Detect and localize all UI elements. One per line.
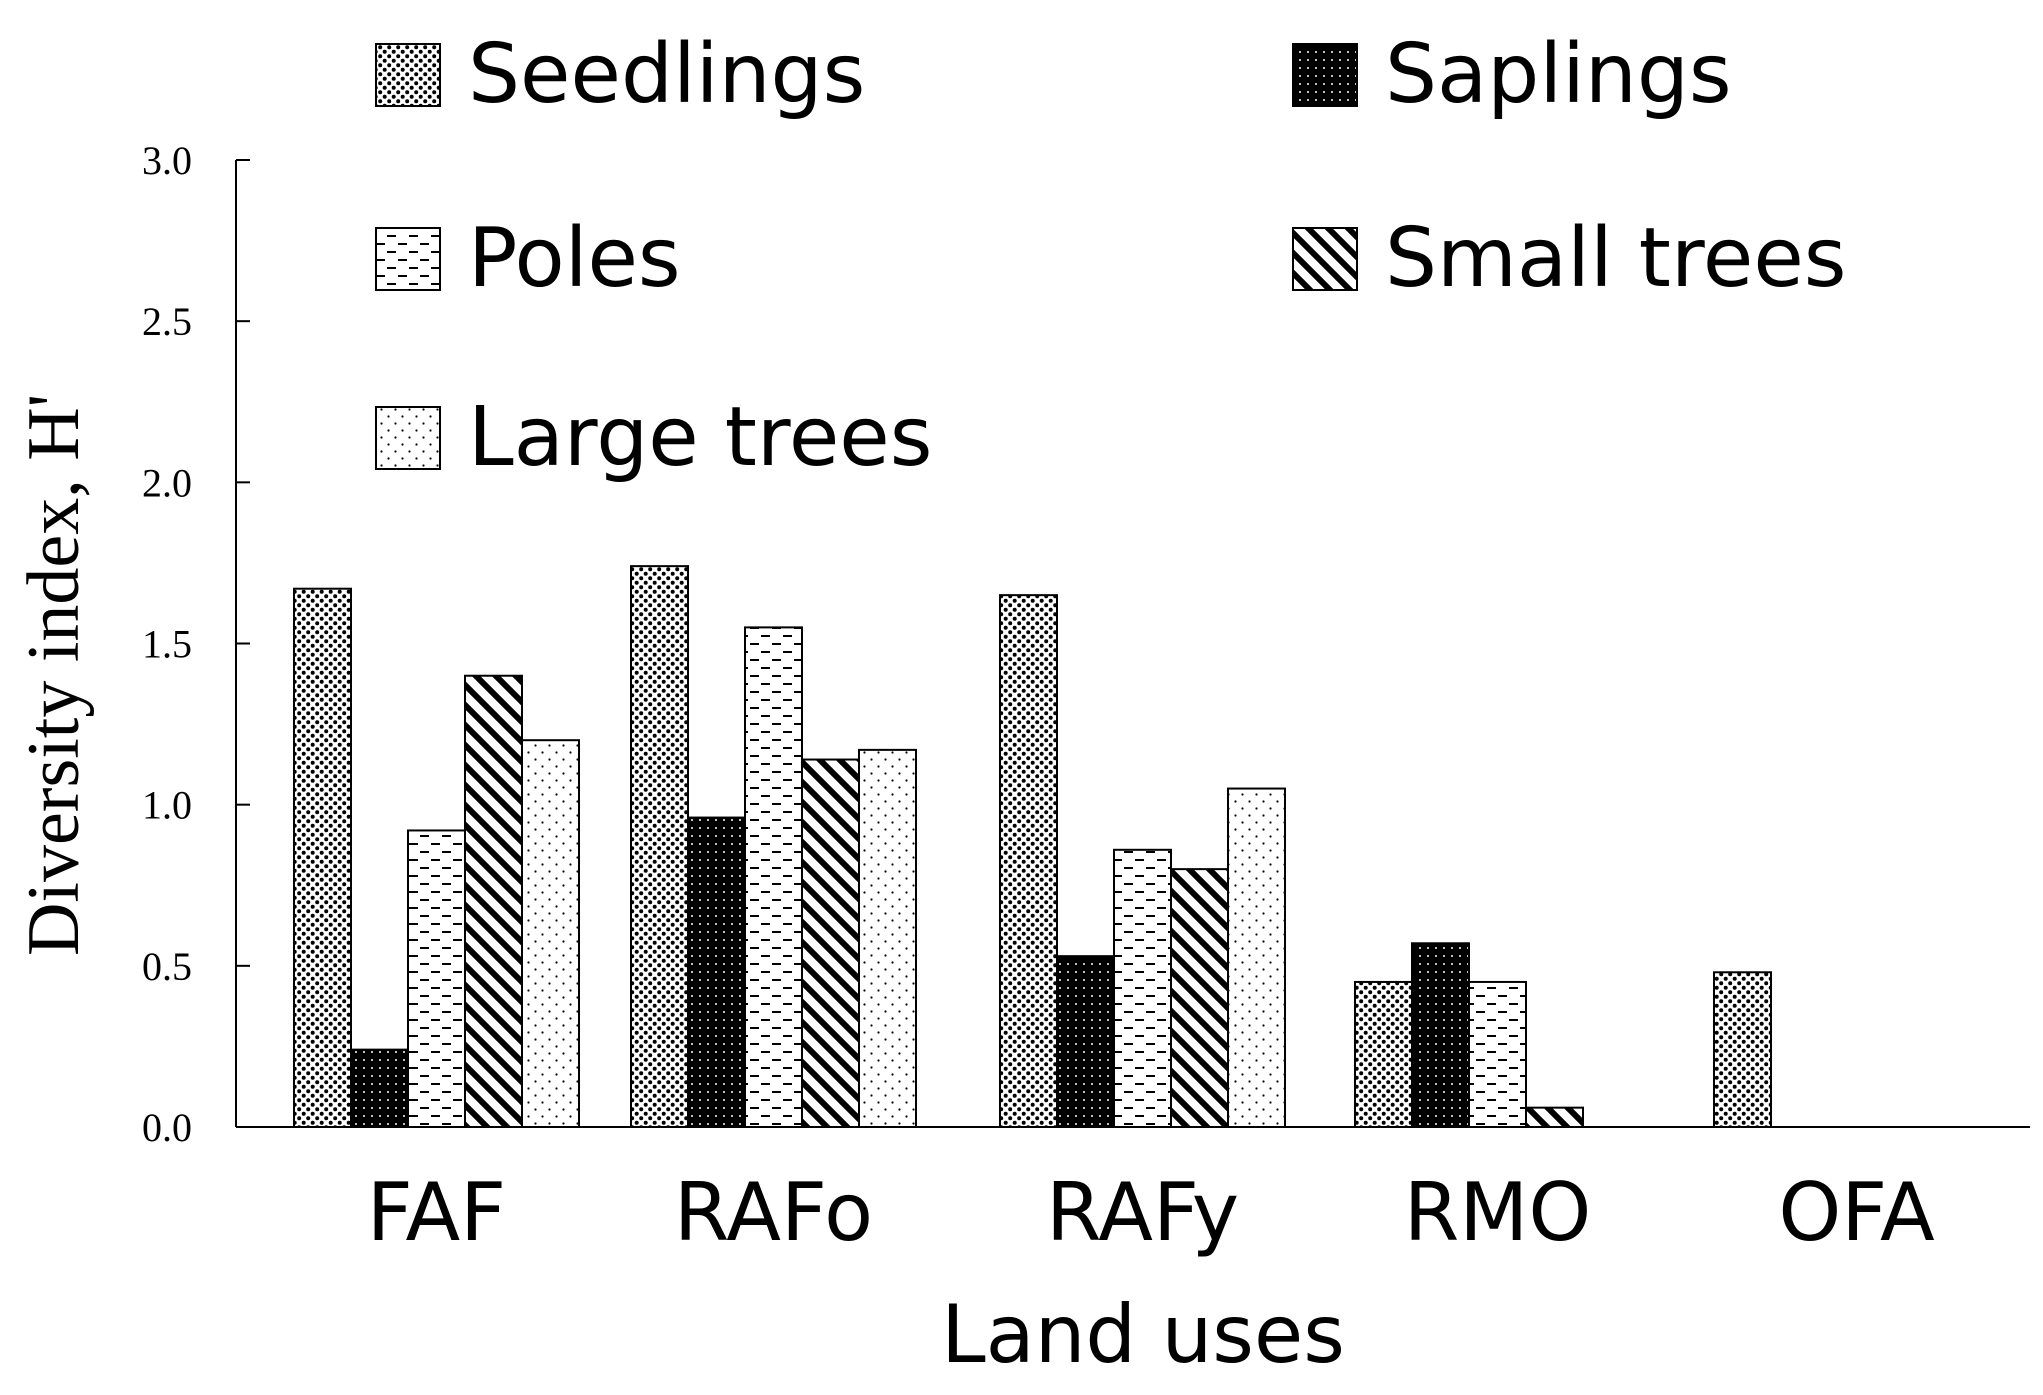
bar-faf-seedlings (293, 587, 352, 1128)
x-category-label: RMO (1404, 1166, 1592, 1259)
legend-swatch-large-trees (375, 406, 441, 470)
bar-rafo-small-trees (801, 758, 860, 1128)
bar-faf-saplings (350, 1048, 409, 1129)
x-axis-title: Land uses (941, 1288, 1345, 1381)
y-tick-label: 0.5 (142, 944, 192, 989)
bar-rafo-seedlings (630, 565, 689, 1128)
legend-swatch-poles (375, 227, 441, 291)
x-axis: FAF RAFo RAFy RMO OFA (236, 1126, 2030, 1259)
bar-faf-poles (407, 829, 466, 1128)
y-tick-label: 2.0 (142, 460, 192, 505)
y-axis: 0.0 0.5 1.0 1.5 2.0 2.5 3.0 (142, 138, 250, 1150)
y-tick-label: 0.0 (142, 1105, 192, 1150)
legend-label-small-trees: Small trees (1385, 211, 1847, 306)
y-tick-label: 1.5 (142, 622, 192, 667)
bar-rafo-saplings (687, 816, 746, 1128)
bar-rmo-small-trees (1525, 1106, 1584, 1129)
bar-ofa-seedlings (1713, 971, 1772, 1129)
y-axis-title: Diversity index, H' (13, 394, 95, 956)
legend-label-seedlings: Seedlings (468, 27, 865, 122)
legend-label-large-trees: Large trees (468, 390, 932, 485)
y-tick-label: 1.0 (142, 783, 192, 828)
x-category-label: RAFy (1046, 1166, 1239, 1259)
bar-rafy-seedlings (999, 594, 1058, 1128)
bar-faf-small-trees (464, 674, 523, 1128)
legend: Seedlings Saplings Poles Small trees Large t… (375, 27, 1847, 485)
bar-rafy-saplings (1056, 955, 1115, 1128)
bar-rmo-poles (1468, 980, 1527, 1129)
x-category-label: OFA (1778, 1166, 1935, 1259)
bar-rmo-seedlings (1354, 980, 1413, 1129)
x-category-label: FAF (367, 1166, 506, 1259)
legend-swatch-saplings (1292, 43, 1358, 107)
legend-label-poles: Poles (468, 211, 681, 306)
bar-rafo-large-trees (858, 748, 917, 1128)
y-tick-label: 3.0 (142, 138, 192, 183)
x-category-label: RAFo (674, 1166, 873, 1259)
y-tick-label: 2.5 (142, 299, 192, 344)
legend-swatch-small-trees (1292, 227, 1358, 291)
legend-swatch-seedlings (375, 43, 441, 107)
legend-label-saplings: Saplings (1385, 27, 1732, 122)
bar-rmo-saplings (1411, 942, 1470, 1129)
bar-rafy-small-trees (1170, 868, 1229, 1129)
bar-faf-large-trees (521, 739, 580, 1128)
bar-rafy-poles (1113, 848, 1172, 1128)
bars-group (293, 565, 1772, 1129)
bar-rafy-large-trees (1227, 787, 1286, 1128)
bar-rafo-poles (744, 626, 803, 1129)
